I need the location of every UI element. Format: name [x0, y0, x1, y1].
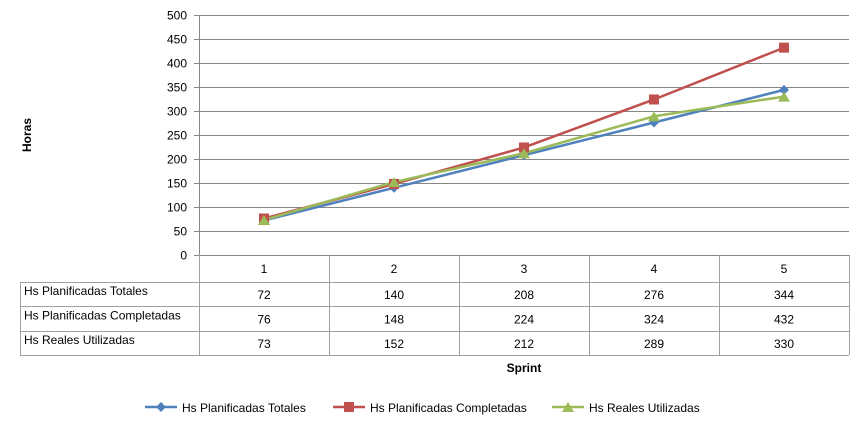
series-line-2: [263, 46, 785, 220]
table-cell-value: 152: [384, 337, 404, 351]
data-point-s1-5: [779, 84, 789, 95]
legend-label-2: Hs Planificadas Completadas: [370, 401, 527, 415]
x-category-label: 3: [521, 262, 528, 276]
table-cell-value: 432: [774, 313, 794, 327]
y-axis-title: Horas: [20, 118, 34, 152]
y-tick-label: 50: [174, 225, 188, 239]
y-axis-ticks: 0 50 100 150 200 250 300 350 400 450 500: [167, 9, 187, 263]
table-cell-value: 324: [644, 313, 664, 327]
table-cell-value: 72: [257, 288, 271, 302]
y-tick-label: 300: [167, 105, 187, 119]
table-cell-value: 289: [644, 337, 664, 351]
table-row-label: Hs Reales Utilizadas: [24, 333, 135, 347]
x-category-label: 5: [781, 262, 788, 276]
table-cell-value: 148: [384, 313, 404, 327]
y-tick-label: 400: [167, 57, 187, 71]
table-cell-value: 73: [257, 337, 271, 351]
data-point-s2-5: [779, 42, 789, 53]
legend: Hs Planificadas Totales Hs Planificadas C…: [145, 401, 700, 415]
table-cell-value: 330: [774, 337, 794, 351]
table-cell-value: 276: [644, 288, 664, 302]
table-row-label: Hs Planificadas Totales: [24, 284, 148, 298]
table-cell-value: 224: [514, 313, 534, 327]
legend-label-1: Hs Planificadas Totales: [182, 401, 306, 415]
y-tick-label: 150: [167, 177, 187, 191]
x-category-label: 1: [261, 262, 268, 276]
legend-marker-1: [156, 402, 166, 412]
x-category-label: 4: [651, 262, 658, 276]
table-cell-value: 140: [384, 288, 404, 302]
data-point-s2-4: [649, 94, 659, 105]
table-cell-value: 344: [774, 288, 794, 302]
data-point-s3-2: [388, 177, 400, 188]
data-point-s3-5: [778, 91, 790, 102]
data-point-s3-4: [648, 111, 660, 122]
data-point-s3-3: [518, 148, 530, 159]
table-row-label: Hs Planificadas Completadas: [24, 309, 181, 323]
table-cell-value: 208: [514, 288, 534, 302]
data-point-s3-1: [258, 214, 270, 225]
table-cell-value: 212: [514, 337, 534, 351]
legend-marker-3: [562, 402, 574, 412]
data-table: 1 2 3 4 5 Hs Planificadas Totales 72 140 208 276 3…: [20, 255, 850, 356]
y-tick-label: 0: [180, 249, 187, 263]
x-axis-title: Sprint: [507, 361, 542, 375]
y-tick-label: 500: [167, 9, 187, 23]
y-tick-label: 350: [167, 81, 187, 95]
y-tick-label: 450: [167, 33, 187, 47]
x-category-label: 2: [391, 262, 398, 276]
y-tick-label: 200: [167, 153, 187, 167]
series-lines: [258, 42, 790, 226]
legend-label-3: Hs Reales Utilizadas: [589, 401, 700, 415]
table-cell-value: 76: [257, 313, 271, 327]
y-tick-label: 100: [167, 201, 187, 215]
legend-marker-2: [344, 402, 354, 412]
y-tick-label: 250: [167, 129, 187, 143]
data-point-s2-3: [519, 142, 529, 153]
gridlines: [194, 15, 849, 256]
